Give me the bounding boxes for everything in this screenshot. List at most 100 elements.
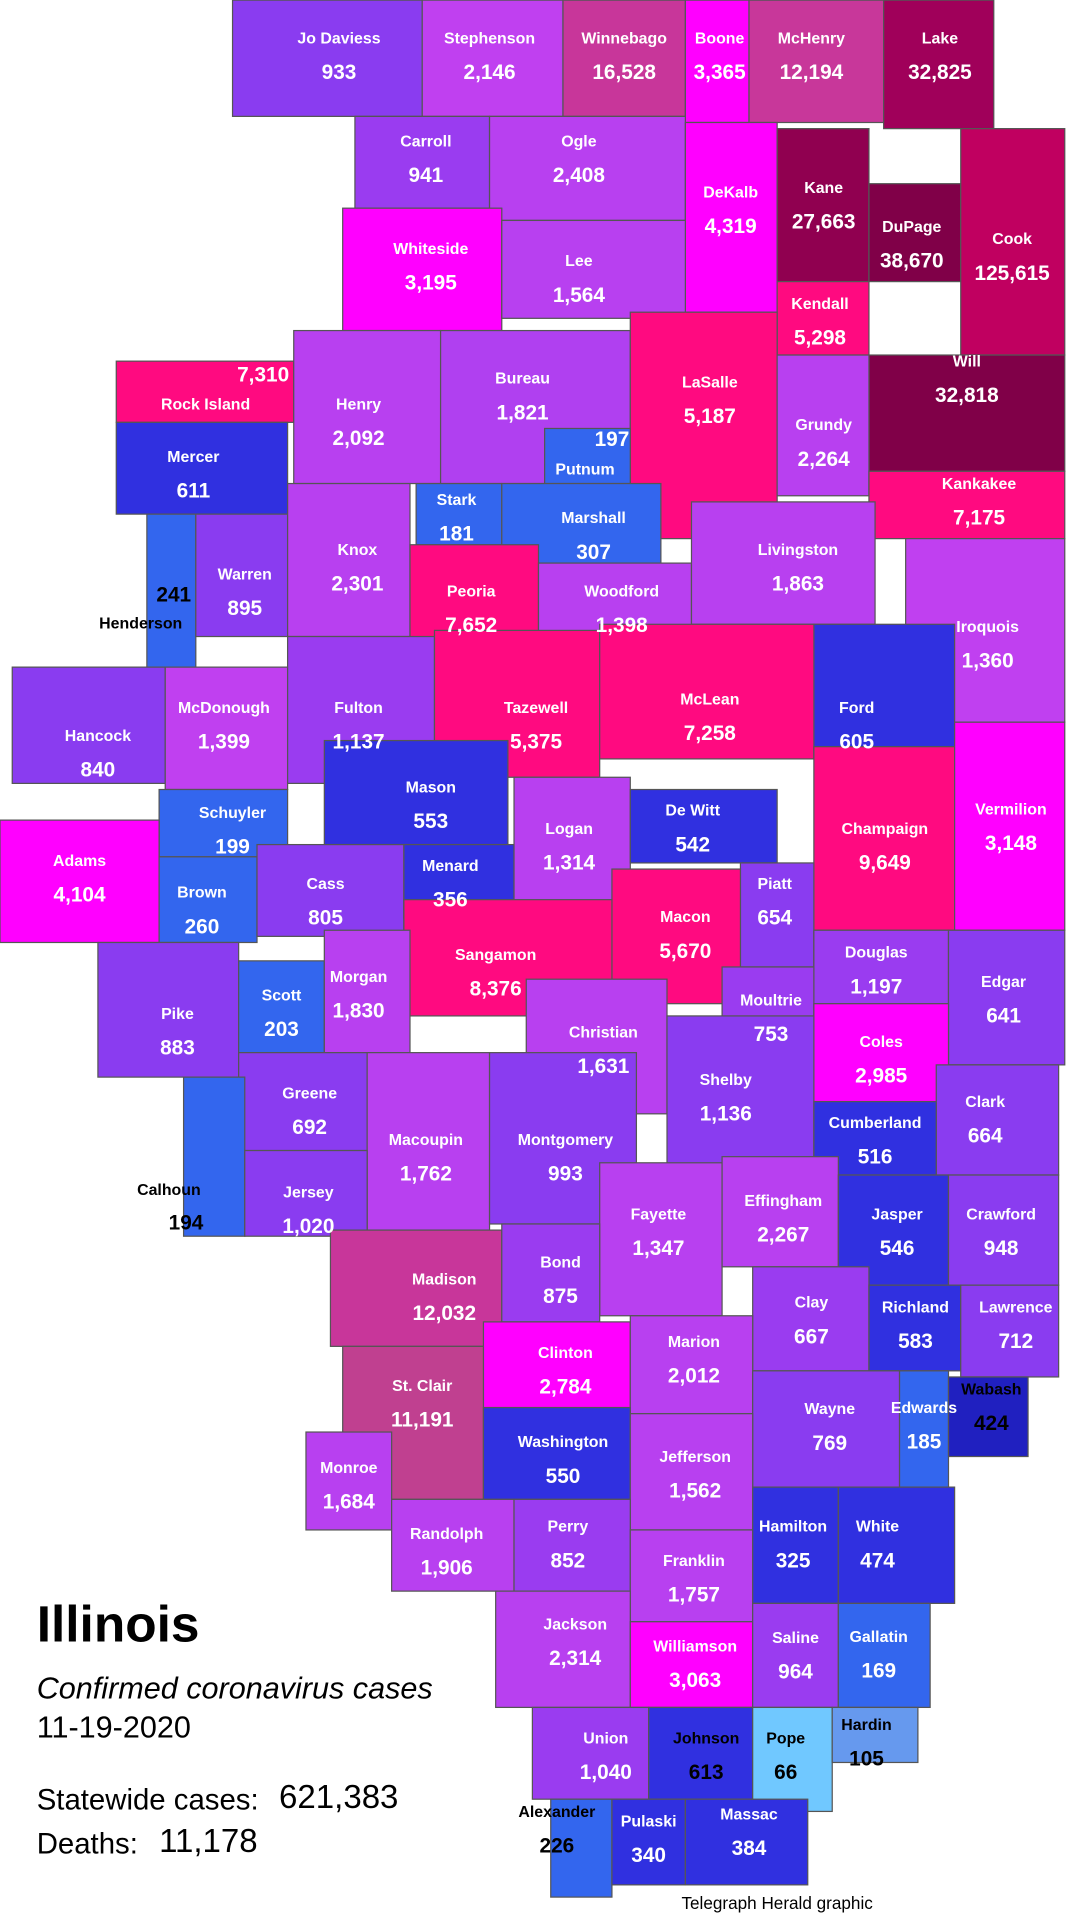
county-cases: 553 (413, 810, 448, 833)
county (813, 1003, 950, 1103)
county-name: Jefferson (659, 1449, 731, 1466)
county-name: Madison (412, 1271, 477, 1288)
county-name: Richland (882, 1300, 949, 1317)
county (195, 513, 289, 638)
county (323, 739, 509, 846)
county-cases: 753 (754, 1023, 789, 1046)
county-name: Rock Island (161, 396, 250, 413)
county (256, 843, 405, 937)
county-name: Ogle (561, 133, 597, 150)
county-name: Monroe (320, 1460, 378, 1477)
county-cases: 325 (776, 1549, 811, 1572)
county (501, 1223, 601, 1323)
county-name: Wayne (804, 1401, 855, 1418)
county-cases: 805 (308, 907, 343, 930)
county-cases: 1,136 (700, 1103, 752, 1126)
county-name: Edwards (891, 1400, 957, 1417)
county-name: DuPage (882, 219, 941, 236)
statewide-label: Statewide cases: (37, 1783, 259, 1816)
county (813, 746, 956, 931)
county-name: Ford (839, 700, 874, 717)
county-cases: 1,906 (421, 1557, 473, 1580)
county-name: Douglas (845, 945, 908, 962)
county (868, 1284, 962, 1372)
county-cases: 3,063 (669, 1669, 721, 1692)
county-cases: 1,360 (962, 650, 1014, 673)
title: Illinois (37, 1594, 200, 1652)
county-cases: 546 (880, 1237, 915, 1260)
county-name: McDonough (178, 700, 270, 717)
county-cases: 1,137 (333, 731, 385, 754)
county-name: Fulton (334, 700, 383, 717)
county-cases: 664 (968, 1125, 1003, 1148)
county-cases: 16,528 (592, 61, 656, 84)
county-name: Woodford (584, 584, 659, 601)
county (421, 0, 564, 117)
county (960, 1284, 1060, 1378)
county-name: Stark (437, 492, 477, 509)
county-cases: 1,314 (543, 852, 595, 875)
county-cases: 7,310 (237, 363, 289, 386)
county-name: Pike (161, 1006, 194, 1023)
county-cases: 611 (177, 480, 211, 503)
county-name: Pope (766, 1730, 805, 1747)
county-name: Scott (262, 988, 302, 1005)
county (495, 1590, 631, 1709)
county (684, 0, 750, 124)
county-cases: 8,376 (470, 978, 522, 1001)
county-cases: 1,020 (282, 1215, 334, 1238)
county-name: Wabash (961, 1382, 1021, 1399)
county-name: Brown (177, 885, 226, 902)
county (482, 1406, 631, 1500)
county-name: Putnum (555, 461, 614, 478)
county-name: Livingston (758, 542, 838, 559)
county-name: De Witt (665, 803, 720, 820)
county (837, 1602, 931, 1709)
county-cases: 654 (757, 907, 792, 930)
county-cases: 1,040 (580, 1761, 632, 1784)
county-cases: 11,191 (391, 1409, 453, 1432)
county-name: Marion (668, 1334, 720, 1351)
county (629, 788, 778, 864)
county-cases: 2,985 (855, 1065, 907, 1088)
county-name: Greene (282, 1085, 337, 1102)
county-name: Crawford (966, 1207, 1036, 1224)
county (831, 1706, 919, 1764)
county (690, 501, 876, 625)
county-name: Hamilton (759, 1519, 827, 1536)
county (0, 819, 160, 944)
county-name: Logan (545, 821, 593, 838)
county-name: Jersey (283, 1185, 334, 1202)
county-name: Kane (804, 180, 843, 197)
county (544, 427, 631, 485)
county-cases: 2,092 (333, 427, 385, 450)
county-labels: Jo Daviess 933 Stephenson 2,146 Winnebago 16,… (53, 30, 1053, 1867)
county-cases: 105 (849, 1748, 884, 1771)
county (883, 0, 995, 130)
county (599, 623, 815, 760)
county-cases: 895 (227, 597, 262, 620)
county-name: Moultrie (740, 992, 802, 1009)
county-cases: 550 (546, 1465, 581, 1488)
counties (0, 0, 1066, 1898)
county-name: Lake (922, 30, 958, 47)
county (182, 1076, 246, 1237)
county-cases: 32,818 (935, 384, 999, 407)
county-cases: 3,148 (985, 832, 1037, 855)
county (97, 941, 240, 1078)
county-name: Kendall (791, 296, 848, 313)
county (531, 1706, 650, 1800)
county-cases: 2,267 (757, 1224, 809, 1247)
county-name: Calhoun (137, 1182, 201, 1199)
county-cases: 641 (986, 1005, 1021, 1028)
county-name: Henry (336, 396, 381, 413)
county-cases: 197 (595, 428, 630, 451)
county-cases: 1,684 (323, 1491, 375, 1514)
county-cases: 840 (81, 759, 116, 782)
county-name: Williamson (653, 1639, 737, 1656)
credit: Telegraph Herald graphic (681, 1893, 873, 1913)
county (960, 128, 1066, 356)
county-cases: 32,825 (908, 61, 972, 84)
county-name: Macoupin (389, 1132, 463, 1149)
county-cases: 516 (858, 1145, 893, 1168)
